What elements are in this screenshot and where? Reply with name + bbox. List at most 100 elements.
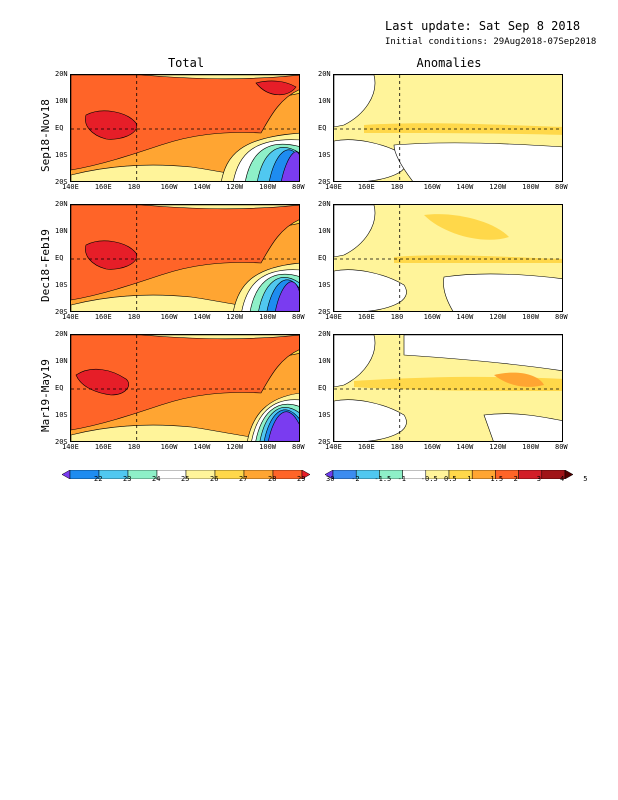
lat-tick-label: 20N	[55, 200, 68, 208]
lon-tick-label: 160W	[160, 313, 178, 321]
lat-tick-label: 10N	[55, 97, 68, 105]
anomalies-colorbar-label: 1	[467, 475, 472, 483]
lon-tick-label: 140E	[62, 313, 79, 321]
anomalies-colorbar-label: 3	[536, 475, 542, 483]
lon-tick-label: 180	[127, 443, 141, 451]
anomalies-colorbar-label: -1	[397, 475, 407, 483]
total-colorbar-label: 27	[239, 475, 248, 483]
total-colorbar-label: 25	[181, 475, 190, 483]
lat-tick-label: 10S	[55, 151, 68, 159]
lat-tick-label: 10N	[318, 97, 331, 105]
lon-tick-label: 160E	[357, 313, 375, 321]
anomaly-band	[483, 413, 562, 441]
lon-tick-label: 140W	[456, 183, 474, 191]
total-colorbar-label: 22	[94, 475, 103, 483]
total-colorbar-label: 24	[152, 475, 161, 483]
total-colorbar-label: 26	[210, 475, 219, 483]
lon-tick-label: 80W	[292, 313, 305, 321]
sst-band	[71, 75, 299, 171]
anomaly-map-2	[333, 204, 563, 312]
total-map-1	[70, 74, 300, 182]
lat-tick-label: 20N	[55, 330, 68, 338]
total-colorbar-label: 30	[326, 475, 335, 483]
lat-tick-label: 20N	[318, 200, 331, 208]
lat-tick-label: 20N	[55, 70, 68, 78]
lon-tick-label: 80W	[555, 313, 568, 321]
lon-tick-label: 120W	[226, 313, 244, 321]
lon-tick-label: 180	[390, 443, 404, 451]
lat-tick-label: 10N	[55, 227, 68, 235]
lon-tick-label: 140E	[62, 183, 79, 191]
lon-tick-label: 100W	[522, 443, 539, 451]
anomaly-band	[393, 142, 562, 181]
lat-tick-label: 10S	[55, 411, 68, 419]
lon-tick-label: 120W	[489, 313, 507, 321]
column-title-anomalies: Anomalies	[416, 56, 482, 70]
column-title-total: Total	[167, 56, 205, 70]
sst-band	[275, 281, 299, 311]
lon-tick-label: 120W	[489, 183, 507, 191]
lon-tick-label: 160E	[94, 183, 112, 191]
lat-tick-label: EQ	[55, 254, 64, 262]
lon-tick-label: 100W	[522, 313, 539, 321]
anomaly-band	[494, 372, 544, 387]
anomalies-colorbar	[324, 464, 574, 480]
lon-tick-label: 140E	[325, 183, 342, 191]
anomaly-band	[334, 205, 376, 258]
anomalies-colorbar-label: -1.5	[374, 475, 392, 483]
anomaly-band	[334, 269, 407, 311]
lon-tick-label: 80W	[292, 443, 305, 451]
last-update-text: Last update: Sat Sep 8 2018	[385, 19, 581, 33]
lon-tick-label: 140E	[325, 443, 342, 451]
anomalies-colorbar-label: 0.5	[444, 475, 457, 483]
anomalies-colorbar-label: 4	[560, 475, 565, 483]
lon-tick-label: 160E	[357, 443, 375, 451]
lon-tick-label: 160W	[423, 183, 441, 191]
lon-tick-label: 80W	[292, 183, 305, 191]
lon-tick-label: 180	[390, 183, 404, 191]
anomaly-band	[334, 335, 376, 388]
lat-tick-label: 20S	[55, 178, 68, 186]
lon-tick-label: 180	[127, 313, 141, 321]
lat-tick-label: EQ	[55, 384, 64, 392]
lon-tick-label: 140W	[456, 443, 474, 451]
lon-tick-label: 160E	[357, 183, 375, 191]
total-map-2	[70, 204, 300, 312]
lat-tick-label: EQ	[318, 384, 327, 392]
lat-tick-label: 20S	[55, 308, 68, 316]
lon-tick-label: 80W	[555, 443, 568, 451]
lon-tick-label: 180	[127, 183, 141, 191]
initial-conditions-text: Initial conditions: 29Aug2018-07Sep2018	[385, 37, 597, 47]
lon-tick-label: 140W	[193, 313, 211, 321]
total-map-3	[70, 334, 300, 442]
total-colorbar-label: 23	[123, 475, 132, 483]
lon-tick-label: 140E	[62, 443, 79, 451]
total-colorbar-label: 29	[297, 475, 306, 483]
sst-band	[255, 80, 297, 96]
lat-tick-label: 20S	[318, 178, 331, 186]
lat-tick-label: 10S	[55, 281, 68, 289]
lon-tick-label: 100W	[259, 183, 276, 191]
anomalies-colorbar-swatch	[564, 469, 574, 480]
anomalies-colorbar-label: 2	[513, 475, 518, 483]
total-colorbar-swatch	[301, 469, 311, 480]
total-colorbar-label: 28	[268, 475, 277, 483]
lat-tick-label: 10S	[318, 411, 331, 419]
total-colorbar-swatch	[61, 469, 71, 480]
lon-tick-label: 160W	[160, 443, 178, 451]
anomaly-band	[334, 75, 376, 128]
sst-band	[71, 335, 299, 431]
lon-tick-label: 160E	[94, 313, 112, 321]
lon-tick-label: 160W	[423, 443, 441, 451]
row-label-3: Mar19-May19	[39, 359, 52, 432]
sst-band	[268, 411, 299, 441]
anomaly-map-1	[333, 74, 563, 182]
lat-tick-label: 10N	[318, 227, 331, 235]
anomalies-colorbar-label: 1.5	[490, 475, 504, 483]
lat-tick-label: 10N	[55, 357, 68, 365]
anomalies-colorbar-label: 5	[583, 475, 588, 483]
lon-tick-label: 120W	[226, 183, 244, 191]
anomaly-band	[364, 123, 562, 135]
anomalies-colorbar-label: -0.5	[420, 475, 438, 483]
lat-tick-label: 10S	[318, 151, 331, 159]
